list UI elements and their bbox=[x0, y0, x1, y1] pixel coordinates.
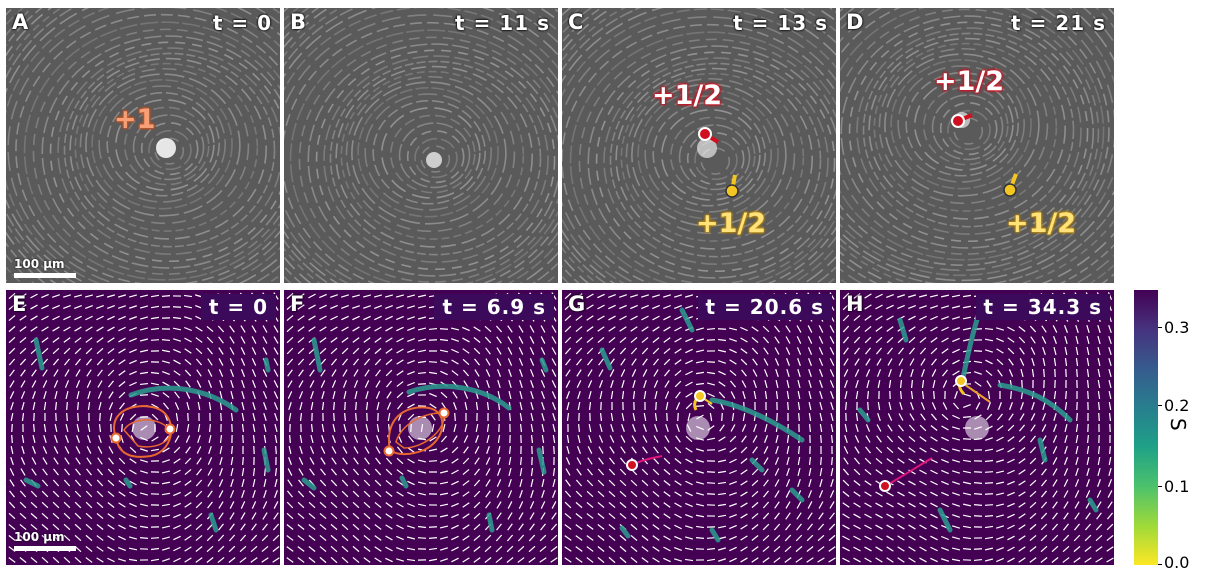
colorbar bbox=[1134, 290, 1158, 565]
defect-label-plus-one: +1 bbox=[114, 104, 155, 135]
panel-h: H t = 34.3 s bbox=[840, 290, 1114, 565]
micrograph-c bbox=[562, 8, 836, 283]
panel-e: E t = 0 100 µm bbox=[6, 290, 280, 565]
defect-label-plus-half-red: +1/2 bbox=[652, 80, 722, 111]
director-field-h bbox=[840, 290, 1114, 565]
defect-label-plus-half-yellow: +1/2 bbox=[696, 208, 766, 239]
director-field-f bbox=[284, 290, 558, 565]
panel-b: B t = 11 s bbox=[284, 8, 558, 283]
panel-letter: H bbox=[846, 292, 864, 316]
defect-ridge bbox=[266, 360, 268, 370]
panel-letter: F bbox=[290, 292, 304, 316]
panel-letter: E bbox=[12, 292, 26, 316]
time-label: t = 20.6 s bbox=[698, 294, 832, 320]
scale-bar-label: 100 µm bbox=[14, 530, 65, 544]
panel-c: C t = 13 s +1/2 +1/2 bbox=[562, 8, 836, 283]
panel-letter: D bbox=[846, 10, 863, 34]
time-label: t = 0 bbox=[213, 11, 272, 35]
scale-bar: 100 µm bbox=[14, 530, 76, 551]
panel-a: A t = 0 +1 100 µm bbox=[6, 8, 280, 283]
micrograph-a bbox=[6, 8, 280, 283]
director-field-e bbox=[6, 290, 280, 565]
panel-f: F t = 6.9 s bbox=[284, 290, 558, 565]
time-label: t = 13 s bbox=[733, 11, 828, 35]
scale-bar-label: 100 µm bbox=[14, 257, 65, 271]
micrograph-b bbox=[284, 8, 558, 283]
colorbar-label: S bbox=[1166, 418, 1190, 431]
colorbar-tick: 0.2 bbox=[1164, 396, 1189, 415]
time-label: t = 6.9 s bbox=[434, 294, 554, 320]
colorbar-tick: 0.0 bbox=[1164, 553, 1189, 572]
director-field-g bbox=[562, 290, 836, 565]
defect-label-plus-half-yellow: +1/2 bbox=[1006, 208, 1076, 239]
time-label: t = 11 s bbox=[455, 11, 550, 35]
defect-ridge bbox=[489, 515, 492, 530]
time-label: t = 21 s bbox=[1011, 11, 1106, 35]
micrograph-d bbox=[840, 8, 1114, 283]
panel-letter: A bbox=[12, 10, 28, 34]
scale-bar: 100 µm bbox=[14, 257, 76, 278]
panel-d: D t = 21 s +1/2 +1/2 bbox=[840, 8, 1114, 283]
defect-ridge bbox=[126, 480, 130, 486]
colorbar-tick: 0.1 bbox=[1164, 477, 1189, 496]
panel-letter: B bbox=[290, 10, 306, 34]
panel-letter: C bbox=[568, 10, 583, 34]
panel-g: G t = 20.6 s bbox=[562, 290, 836, 565]
panel-letter: G bbox=[568, 292, 585, 316]
time-label: t = 0 bbox=[201, 294, 276, 320]
colorbar-tick: 0.3 bbox=[1164, 318, 1189, 337]
defect-label-plus-half-red: +1/2 bbox=[934, 66, 1004, 97]
time-label: t = 34.3 s bbox=[976, 294, 1110, 320]
